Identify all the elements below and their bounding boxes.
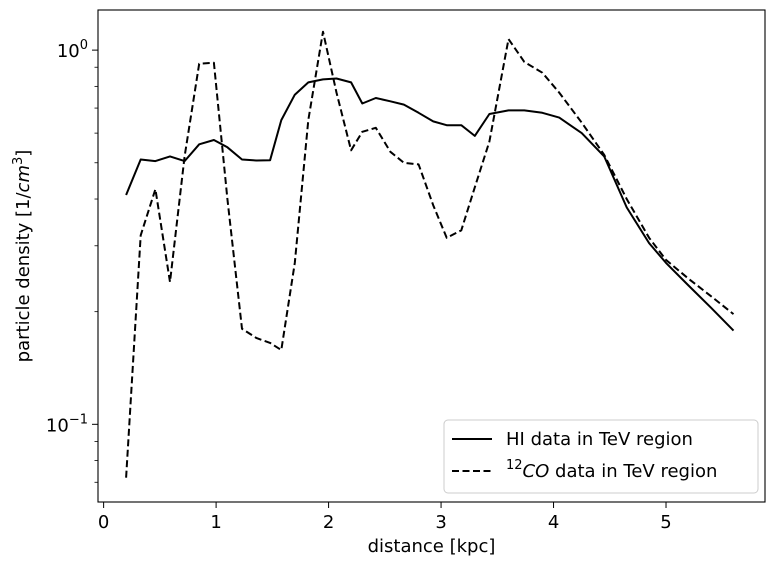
series-line-co — [125, 30, 735, 478]
x-tick-label: 1 — [210, 512, 221, 533]
x-axis-label: distance [kpc] — [368, 536, 496, 557]
y-axis-label-close: ] — [13, 150, 34, 157]
plot-frame — [97, 9, 766, 503]
y-tick-label: 100 — [57, 38, 88, 62]
series-line-hi — [125, 77, 735, 332]
x-tick-label: 3 — [435, 512, 446, 533]
legend: HI data in TeV region 12CO data in TeV re… — [443, 419, 759, 494]
y-tick-label: 10−1 — [46, 412, 88, 436]
x-axis-ticks: 0 1 2 3 4 5 — [98, 502, 672, 533]
y-axis-label: particle density [1/cm3] — [11, 150, 34, 363]
y-axis-label-unit-exponent: 3 — [11, 157, 26, 165]
x-tick-label: 0 — [98, 512, 109, 533]
series-layer — [125, 30, 735, 478]
x-tick-label: 5 — [660, 512, 671, 533]
x-tick-label: 2 — [323, 512, 334, 533]
y-axis-label-unit: cm — [13, 165, 34, 192]
legend-box — [443, 419, 759, 494]
y-axis-label-main: particle density [1/ — [13, 192, 34, 363]
y-axis-ticks: 10−1 100 — [46, 38, 98, 483]
legend-label: 12CO data in TeV region — [506, 458, 717, 482]
legend-label: HI data in TeV region — [506, 429, 693, 450]
x-tick-label: 4 — [548, 512, 559, 533]
